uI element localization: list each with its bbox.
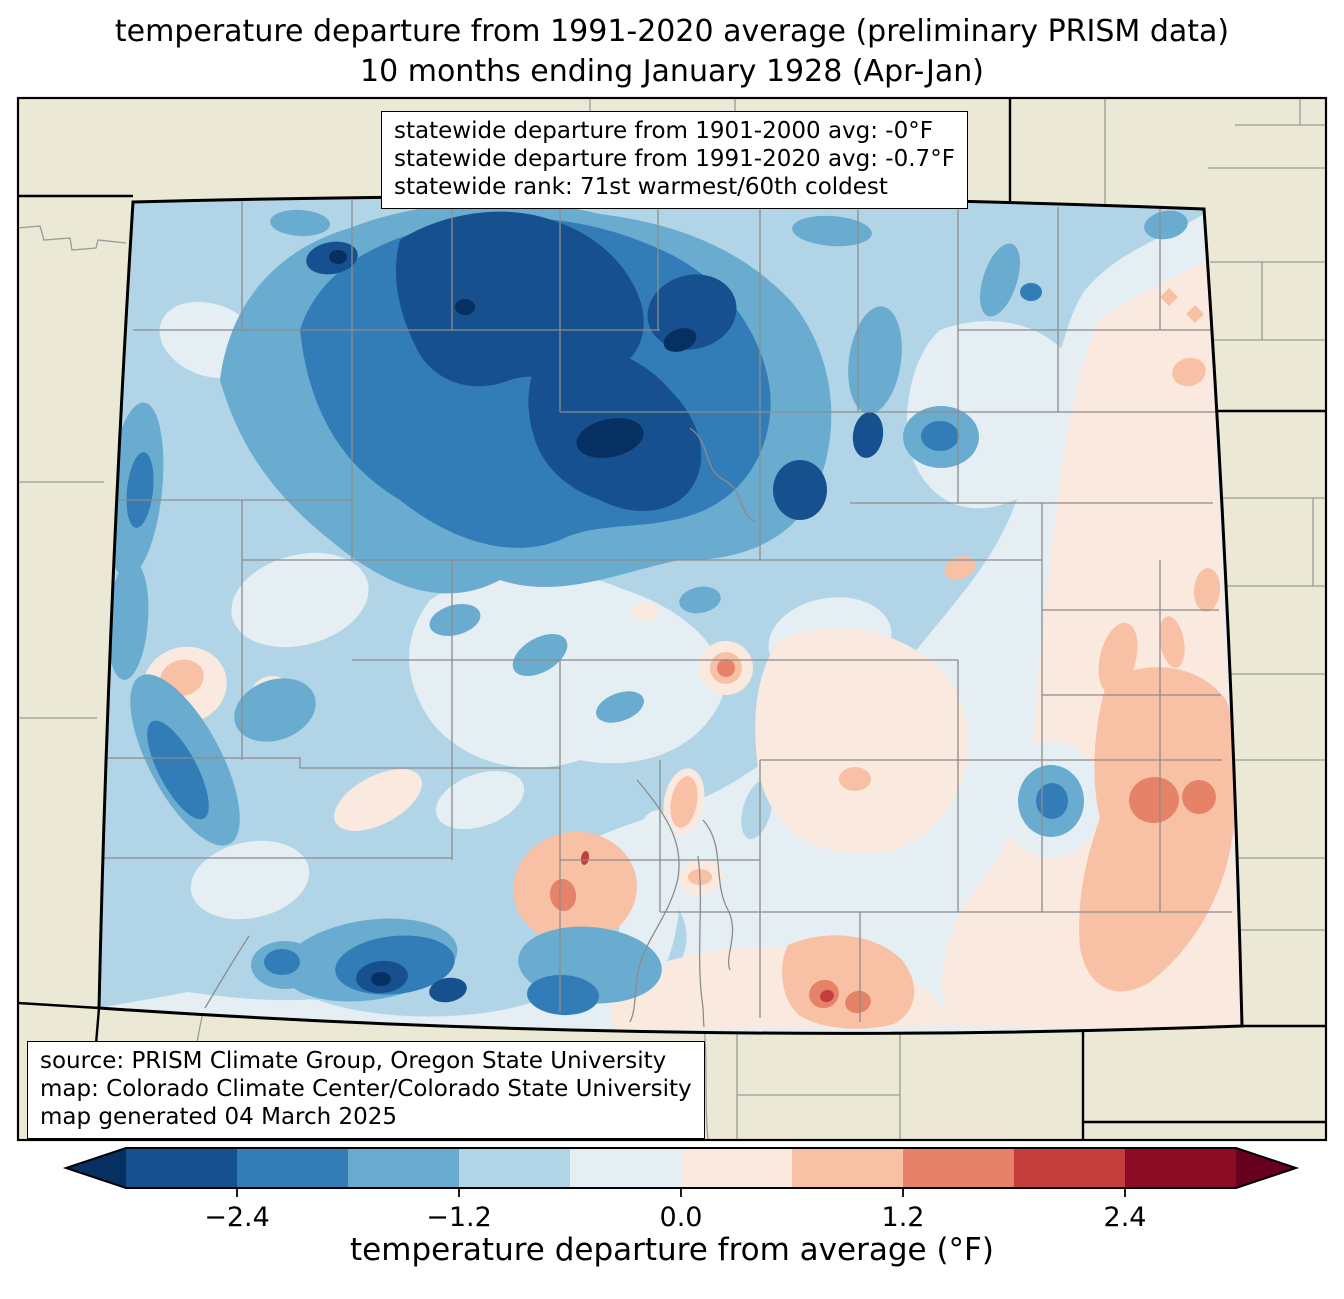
map-axes-frame	[16, 96, 1328, 1142]
colorbar-segment	[237, 1148, 348, 1188]
colorbar: −2.4 −1.2 0.0 1.2 2.4	[62, 1147, 1300, 1233]
stats-line-1991-2020: statewide departure from 1991-2020 avg: …	[394, 146, 955, 172]
colorbar-over-arrow	[1236, 1148, 1296, 1188]
contour-layer-darkestblue	[329, 250, 697, 986]
stats-line-1901-2000: statewide departure from 1901-2000 avg: …	[394, 118, 933, 144]
colorbar-segment	[1125, 1148, 1236, 1188]
colorbar-segment	[903, 1148, 1014, 1188]
colorbar-tick-marks	[236, 1188, 1126, 1197]
colorbar-segment	[792, 1148, 903, 1188]
colorbar-outline	[62, 1147, 1300, 1189]
generated-date-line: map generated 04 March 2025	[40, 1104, 398, 1130]
source-line: source: PRISM Climate Group, Oregon Stat…	[40, 1048, 667, 1074]
stats-line-rank: statewide rank: 71st warmest/60th coldes…	[394, 174, 888, 200]
source-credits-box: source: PRISM Climate Group, Oregon Stat…	[27, 1041, 705, 1139]
tick-label: 1.2	[882, 1202, 925, 1233]
contour-layer-salmon	[160, 288, 1240, 1029]
neighbor-county-lines	[17, 98, 1326, 1141]
map-credit-line: map: Colorado Climate Center/Colorado St…	[40, 1076, 692, 1102]
tick-label: 2.4	[1104, 1202, 1147, 1233]
colorbar-segment	[1014, 1148, 1125, 1188]
colorbar-axis-label: temperature departure from average (°F)	[350, 1232, 994, 1268]
contour-layer-coral	[549, 659, 1216, 1014]
tick-label: −1.2	[426, 1202, 492, 1233]
tick-label: 0.0	[660, 1202, 703, 1233]
colorbar-segment	[570, 1148, 681, 1188]
colorbar-under-arrow	[66, 1148, 126, 1188]
figure-title-line1: temperature departure from 1991-2020 ave…	[114, 14, 1230, 49]
statewide-stats-box: statewide departure from 1901-2000 avg: …	[381, 111, 968, 209]
contour-layer-red	[580, 851, 834, 1003]
figure-title-line2: 10 months ending January 1928 (Apr-Jan)	[360, 54, 984, 89]
colorbar-segment	[126, 1148, 237, 1188]
county-lines	[99, 196, 1232, 1028]
tick-label: −2.4	[204, 1202, 270, 1233]
colorbar-segment	[348, 1148, 459, 1188]
colorbar-segment	[459, 1148, 570, 1188]
colorbar-tick-labels: −2.4 −1.2 0.0 1.2 2.4	[204, 1202, 1146, 1233]
colorbar-segment	[681, 1148, 792, 1188]
